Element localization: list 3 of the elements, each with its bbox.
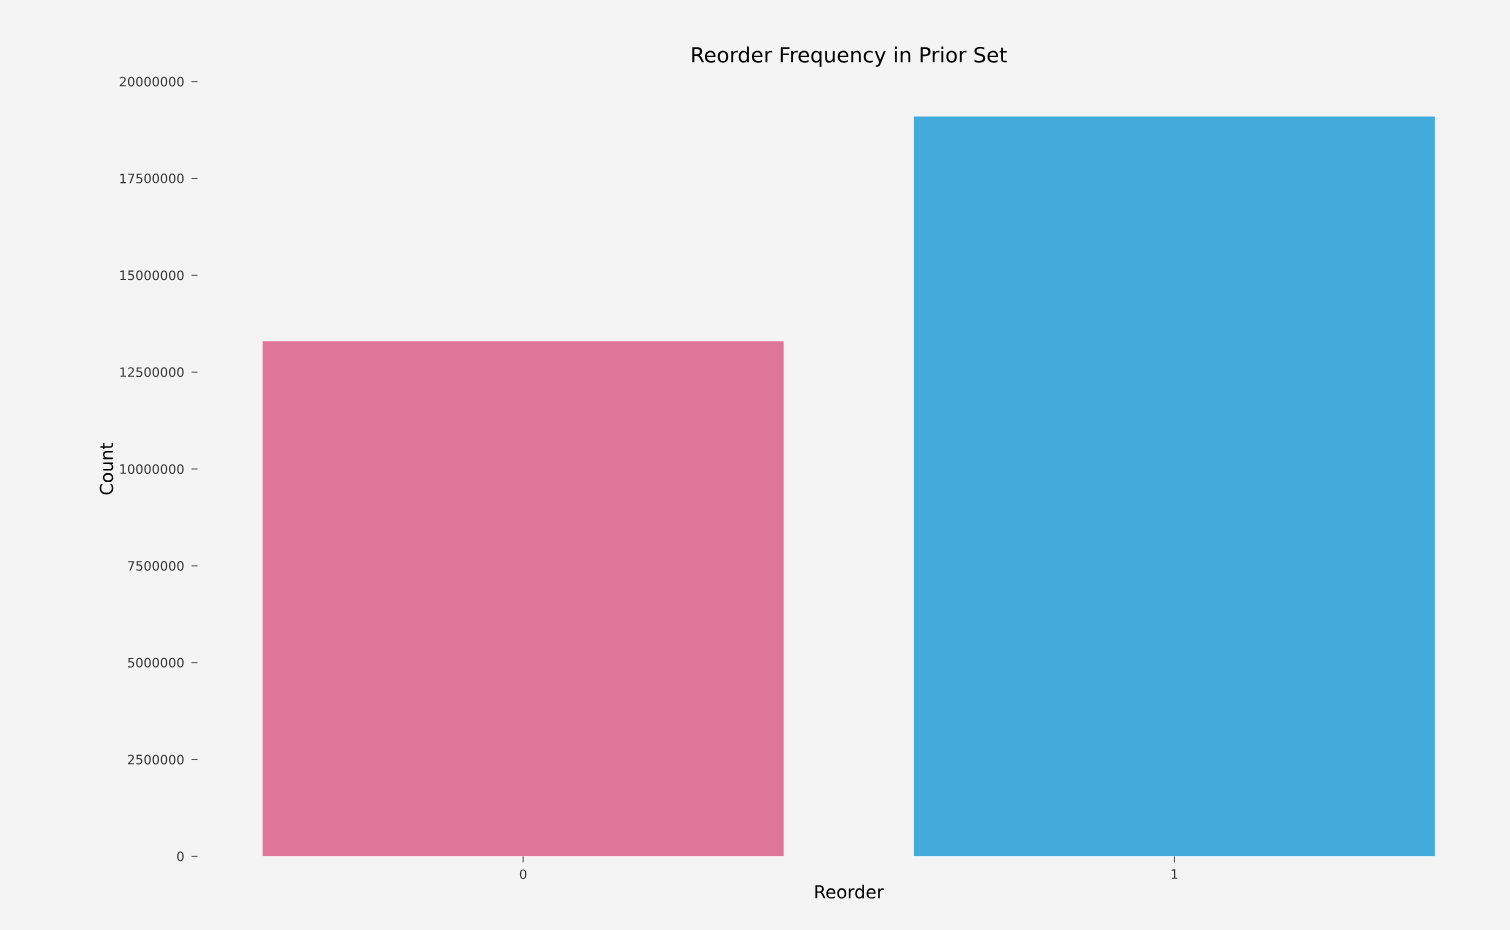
chart-title: Reorder Frequency in Prior Set [692, 46, 1007, 67]
x-axis-title: Reorder [815, 884, 884, 899]
y-axis-title: Count [99, 442, 114, 495]
